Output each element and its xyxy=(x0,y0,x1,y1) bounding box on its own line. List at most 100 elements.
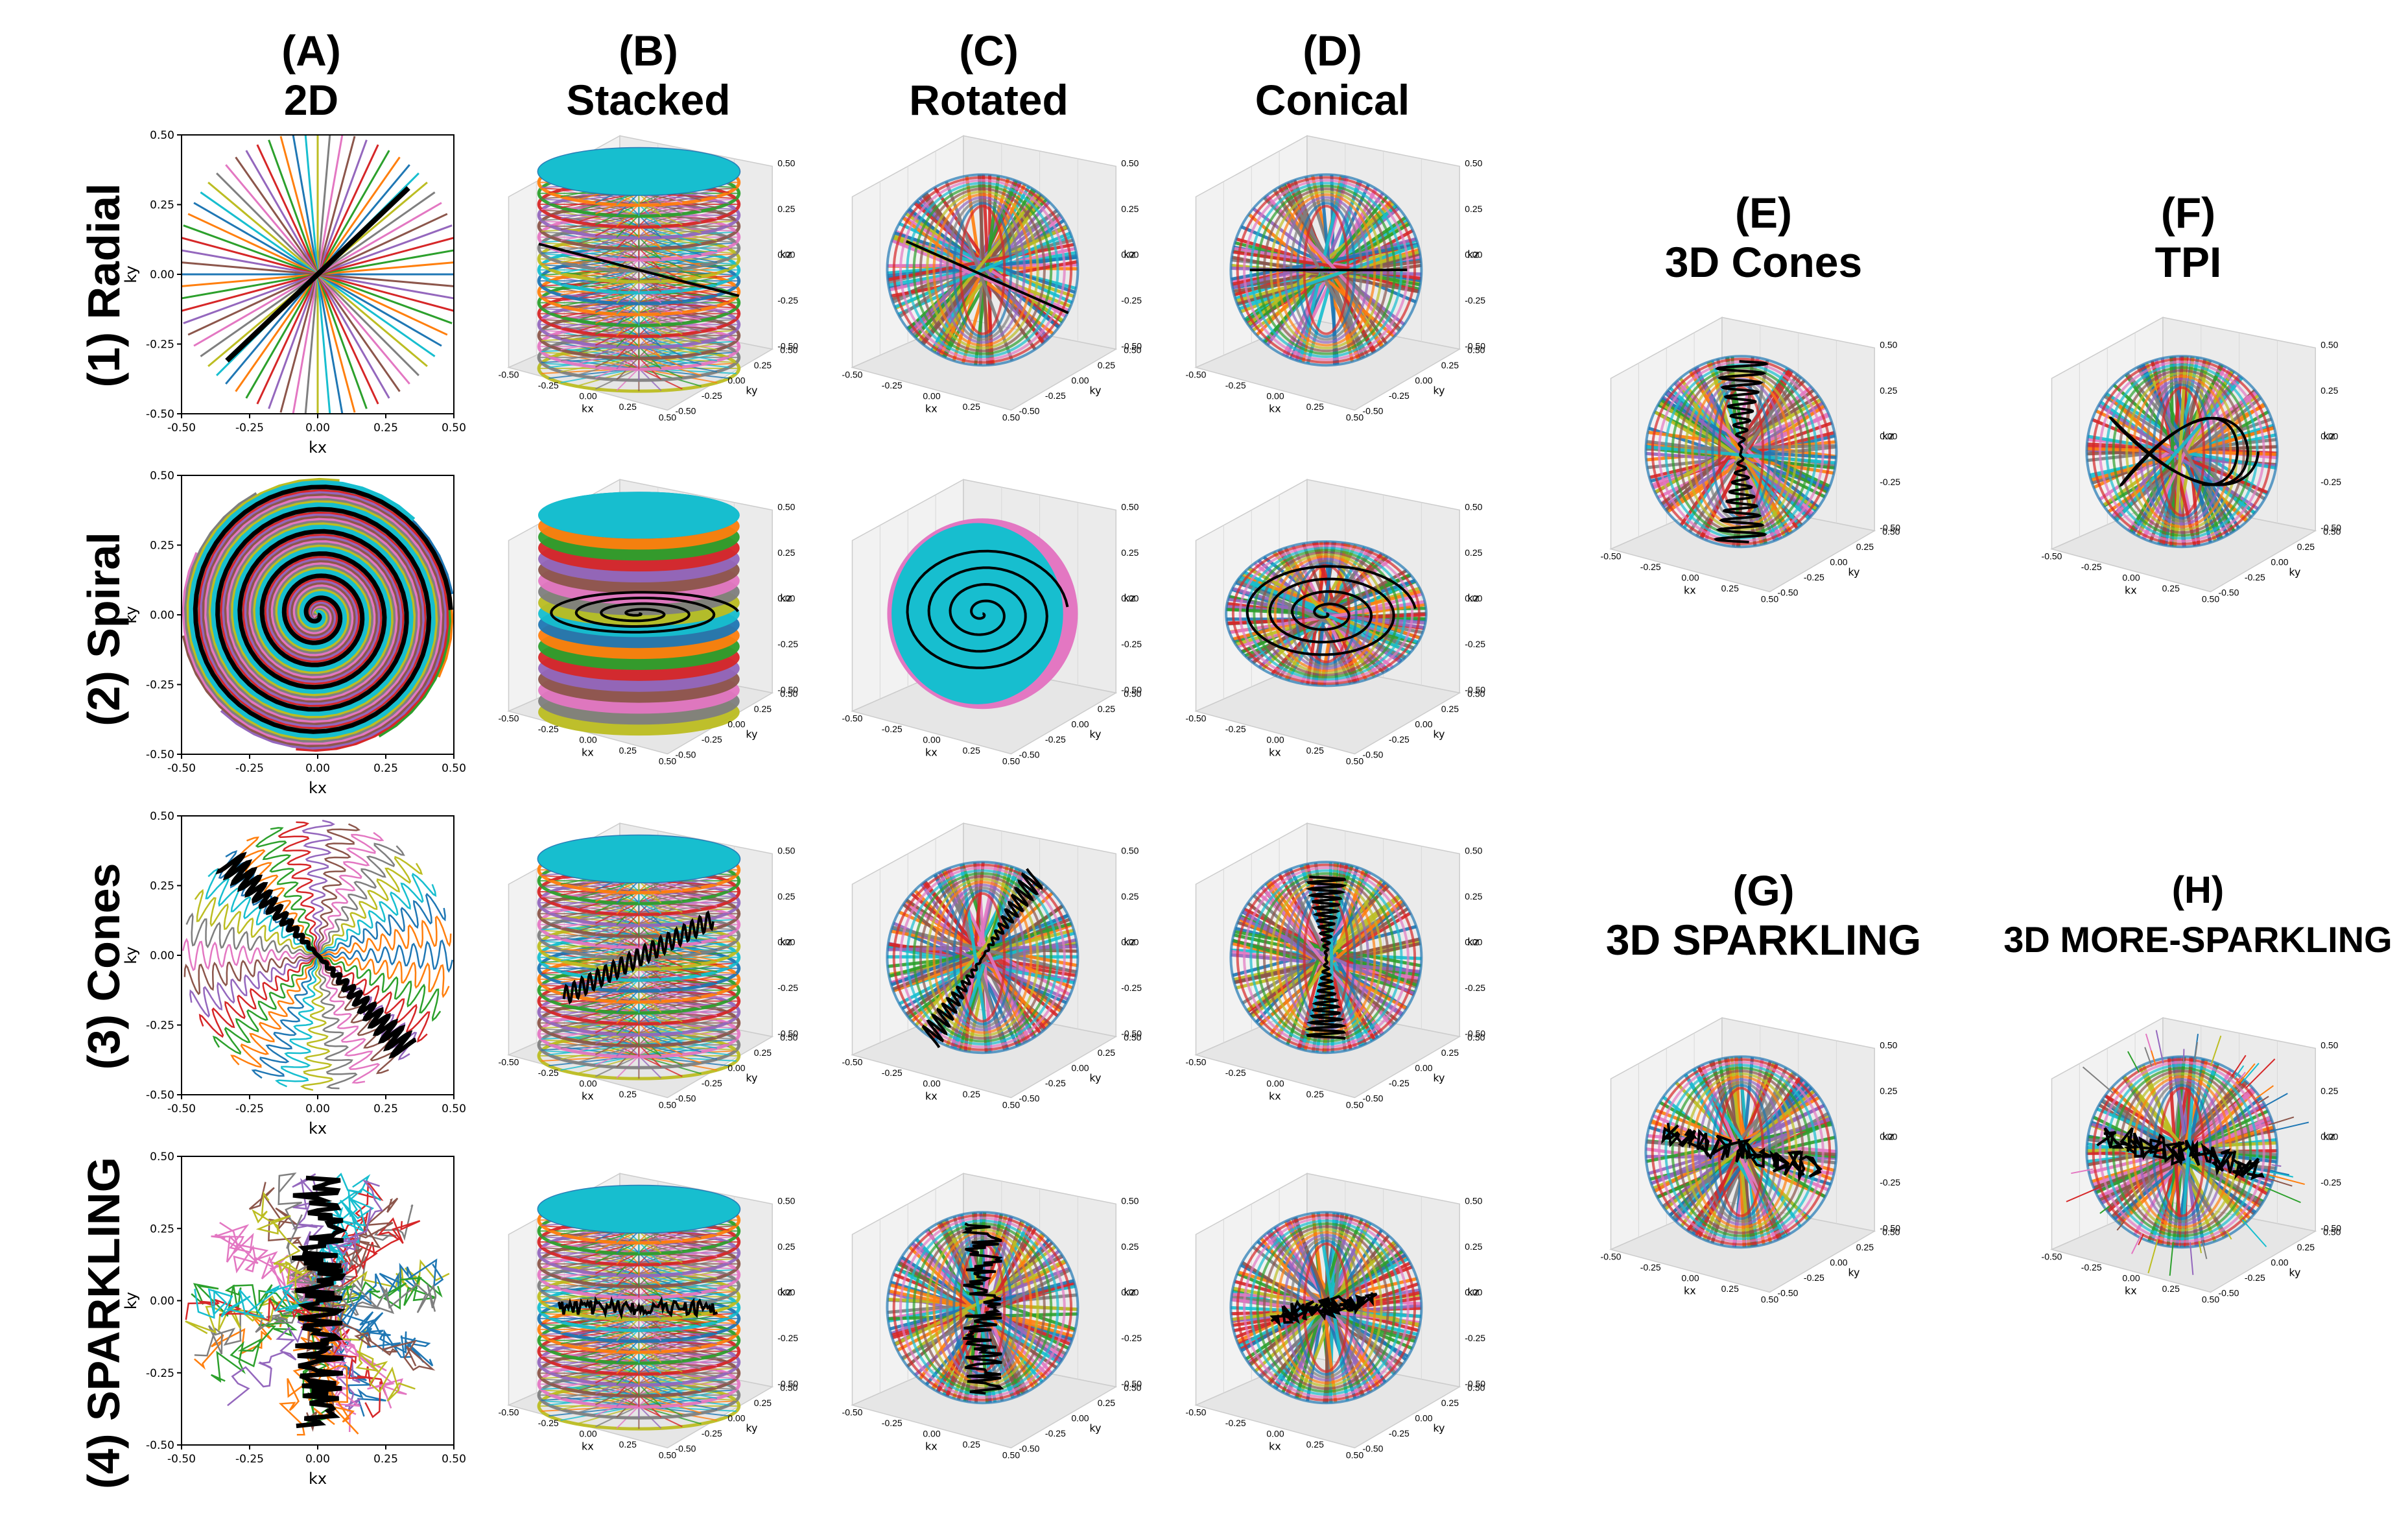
x-tick-label: -0.50 xyxy=(1601,1252,1622,1262)
z-tick-label: -0.50 xyxy=(777,340,798,351)
z-tick-label: 0.00 xyxy=(777,937,795,947)
z-axis-label: kz xyxy=(1124,248,1135,260)
trajectory-line xyxy=(251,955,319,1079)
highlight-trajectory xyxy=(1245,565,1417,656)
x-tick-label: -0.25 xyxy=(1225,380,1246,390)
z-tick-label: 0.25 xyxy=(1465,891,1482,901)
trajectory-line xyxy=(2112,366,2252,537)
trajectory-line xyxy=(926,877,1039,1037)
z-tick-label: 0.00 xyxy=(1880,1131,1897,1141)
trajectory-line xyxy=(1644,1055,1838,1249)
y-axis-label: ky xyxy=(746,384,757,396)
z-tick-label: -0.25 xyxy=(1121,639,1142,649)
trajectory-group xyxy=(537,147,741,393)
trajectory-line xyxy=(316,823,360,956)
trajectory-group xyxy=(1644,355,1838,549)
z-tick-label: -0.25 xyxy=(1121,983,1142,993)
x-tick-label: -0.50 xyxy=(842,1057,863,1068)
x-tick-label: 0.25 xyxy=(963,745,980,756)
plot-3d-rotated-spiral: -0.50 -0.50 -0.50 -0.25 -0.25 -0.25 0.00 0.00 0.… xyxy=(836,473,1154,778)
x-tick-label: -0.50 xyxy=(842,1407,863,1418)
z-tick-label: 0.50 xyxy=(2320,1040,2338,1050)
trajectory-group xyxy=(538,492,740,736)
trajectory-line xyxy=(2245,1058,2276,1089)
trajectory-line xyxy=(2085,1055,2279,1249)
plot-2d-spiral: -0.50 -0.50 -0.25 -0.25 0.00 0.00 0.25 0.25 0.50… xyxy=(110,464,473,814)
column-title: TPI xyxy=(2154,238,2222,286)
y-tick-label: -0.50 xyxy=(1363,749,1384,759)
y-tick-label: 0.50 xyxy=(1882,526,1900,536)
plot-3d-stacked-sparkling: -0.50 -0.50 -0.50 -0.25 -0.25 -0.25 0.00 0.00 0.… xyxy=(493,1167,810,1472)
y-tick-label: 0.50 xyxy=(150,129,174,142)
trajectory-line xyxy=(194,889,318,957)
z-tick-label: -0.50 xyxy=(777,1378,798,1389)
z-tick-label: 0.00 xyxy=(1880,431,1897,441)
x-axis-label: kx xyxy=(925,746,938,759)
trajectory-line xyxy=(317,939,454,973)
trajectory-line xyxy=(1295,562,1358,665)
x-axis-label: kx xyxy=(925,1440,938,1453)
plot-2d-radial: -0.50 -0.50 -0.25 -0.25 0.00 0.00 0.25 0.25 0.50… xyxy=(110,123,473,473)
highlight-trajectory xyxy=(1269,1292,1378,1328)
x-tick-label: 0.00 xyxy=(579,1079,596,1089)
trajectory-line xyxy=(182,937,318,972)
y-tick-label: 0.25 xyxy=(1098,1047,1115,1058)
trajectory-line xyxy=(1253,549,1400,678)
y-tick-label: -0.25 xyxy=(702,1428,722,1438)
z-tick-label: 0.00 xyxy=(1121,937,1139,947)
y-tick-label: -0.25 xyxy=(146,1020,174,1032)
trajectory-line xyxy=(194,1283,338,1319)
highlight-trajectory xyxy=(1661,1123,1823,1182)
trajectory-line xyxy=(2099,1206,2110,1214)
trajectory-line xyxy=(1238,544,1414,683)
x-tick-label: 0.25 xyxy=(1721,1283,1739,1294)
x-tick-label: 0.00 xyxy=(1266,391,1284,401)
trajectory-line xyxy=(2169,1242,2174,1276)
column-header-h: (H) 3D MORE-SPARKLING xyxy=(1990,866,2405,964)
x-tick-label: 0.00 xyxy=(305,422,330,435)
y-tick-label: 0.25 xyxy=(150,1223,174,1235)
trajectory-line xyxy=(317,872,437,957)
x-tick-label: 0.25 xyxy=(963,1439,980,1450)
trajectory-line xyxy=(2234,1065,2245,1079)
z-tick-label: -0.25 xyxy=(1465,639,1485,649)
x-tick-label: -0.50 xyxy=(167,422,196,435)
y-tick-label: 0.00 xyxy=(1415,1413,1432,1423)
y-tick-label: -0.25 xyxy=(702,1078,722,1088)
y-tick-label: 0.25 xyxy=(754,1047,772,1058)
x-tick-label: 0.00 xyxy=(1266,735,1284,745)
x-tick-label: 0.50 xyxy=(442,1103,466,1115)
y-tick-label: 0.00 xyxy=(150,609,174,622)
trajectory-group xyxy=(2066,1030,2309,1276)
trajectory-group xyxy=(887,518,1078,710)
y-tick-label: 0.25 xyxy=(754,360,772,370)
y-tick-label: 0.50 xyxy=(780,344,797,355)
trajectory-line xyxy=(2254,1085,2274,1100)
trajectory-group xyxy=(182,477,454,752)
trajectory-group xyxy=(1644,1055,1838,1249)
y-tick-label: 0.00 xyxy=(727,1062,745,1073)
y-tick-label: 0.25 xyxy=(1098,704,1115,714)
y-tick-label: -0.25 xyxy=(1045,390,1066,401)
trajectory-line xyxy=(2155,1030,2164,1064)
trajectory-line xyxy=(1239,575,1411,654)
trajectory-line xyxy=(2138,1234,2145,1246)
y-tick-label: 0.00 xyxy=(150,1295,174,1308)
highlight-trajectory xyxy=(906,549,1069,669)
x-tick-label: -0.25 xyxy=(235,422,264,435)
column-letter: (G) xyxy=(1732,866,1795,914)
trajectory-line xyxy=(317,915,452,957)
x-tick-label: 0.25 xyxy=(373,1453,398,1466)
trajectory-line xyxy=(538,835,740,883)
trajectory-line xyxy=(1249,869,1403,1045)
column-title: 2D xyxy=(283,76,339,124)
highlight-trajectory xyxy=(225,186,410,363)
x-tick-label: -0.50 xyxy=(1186,1057,1207,1068)
trajectory-line xyxy=(2131,1232,2143,1254)
highlight-trajectory xyxy=(2108,416,2260,487)
trajectory-line xyxy=(1242,179,1410,361)
x-tick-label: 0.50 xyxy=(1761,1294,1778,1304)
trajectory-line xyxy=(2226,1230,2232,1240)
z-tick-label: -0.50 xyxy=(777,684,798,695)
column-title: 3D Cones xyxy=(1664,238,1863,286)
